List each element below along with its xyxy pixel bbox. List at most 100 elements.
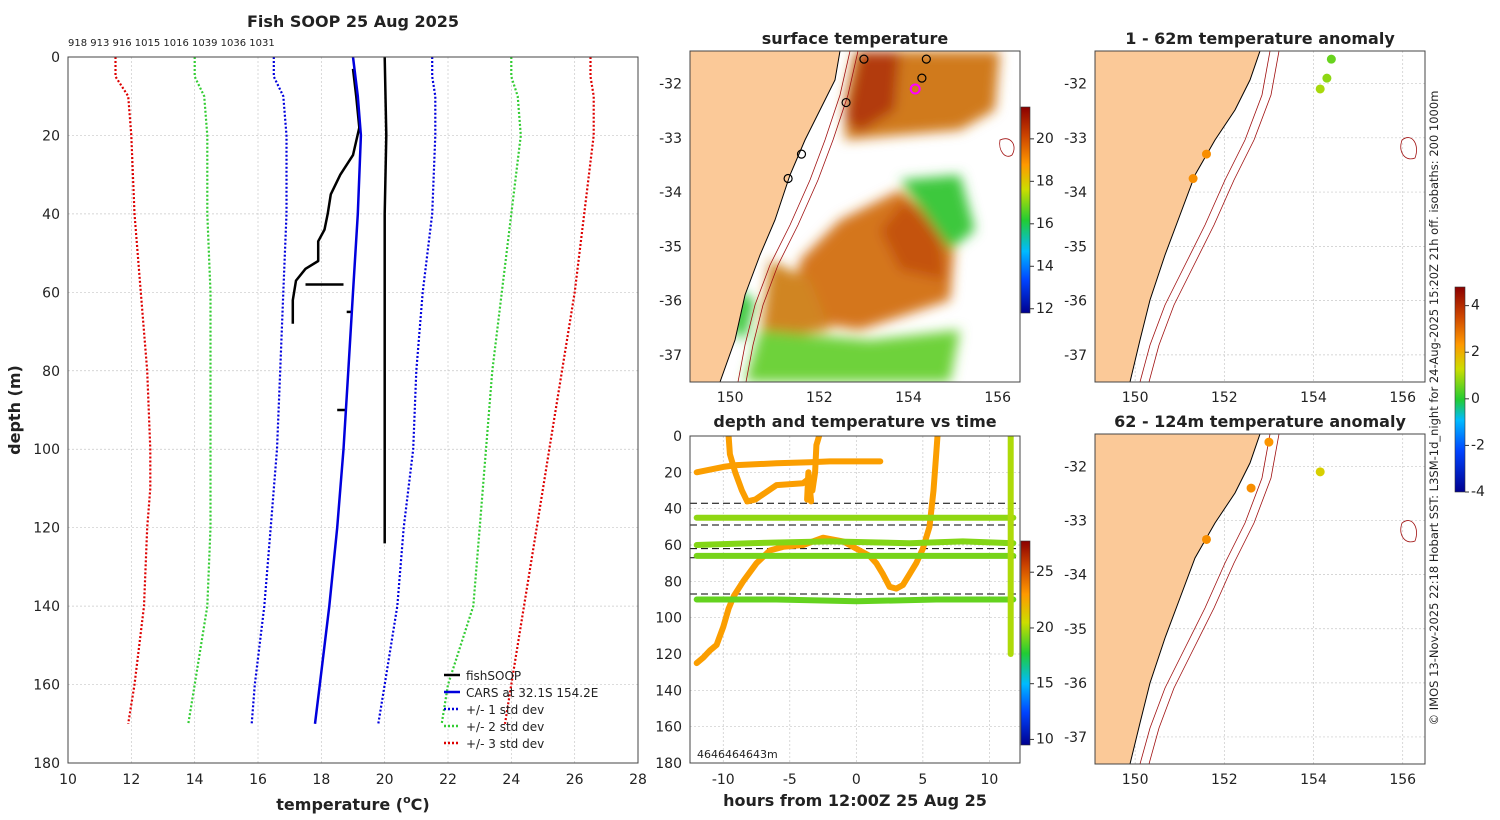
time-xtick: -5 [783, 772, 797, 788]
anom1-point [1315, 84, 1325, 94]
anom1-xtick: 154 [1300, 390, 1327, 406]
profile-xtick: 16 [249, 772, 267, 788]
profile-ytick: 100 [33, 442, 60, 458]
anom1-ytick: -32 [1064, 77, 1087, 93]
profile-ytick: 160 [33, 678, 60, 694]
profile-xticks: 10 12 14 16 18 20 22 24 26 28 [59, 772, 647, 788]
time-xlabel: hours from 12:00Z 25 Aug 25 [723, 791, 987, 810]
sst-blobs [730, 51, 1000, 382]
time-corner-label: 4646464643m [697, 748, 778, 761]
sst-isobath-200 [737, 51, 851, 382]
anomaly-colorbar-label: 2 [1471, 344, 1480, 360]
anomaly2-panel: 62 - 124m temperature anomaly -32-33-34-… [1064, 412, 1426, 788]
time-xtick: -10 [712, 772, 735, 788]
sst-station-marker [783, 173, 793, 184]
anom2-point [1201, 534, 1211, 544]
legend-label-fishsoop: fishSOOP [466, 669, 521, 683]
profile-ylabel: depth (m) [5, 365, 24, 455]
sst-xticks: 150 152 154 156 [717, 390, 1011, 406]
profile-xtick: 24 [502, 772, 520, 788]
profile-line--2-std-dev-8 [187, 57, 212, 724]
anom1-land [1095, 51, 1261, 382]
sst-station-marker [921, 54, 931, 64]
time-ytick: 140 [655, 683, 682, 699]
sst-title: surface temperature [762, 29, 949, 48]
profile-xtick: 18 [312, 772, 330, 788]
time-xtick: 0 [852, 772, 861, 788]
sst-seamount [999, 138, 1015, 157]
time-colorbar-label: 10 [1036, 731, 1054, 747]
profile-ytick: 80 [42, 364, 60, 380]
time-tracks [693, 436, 1017, 667]
anomaly1-panel: 1 - 62m temperature anomaly -32 -33 -34 -35… [1064, 29, 1426, 406]
anomaly-colorbar-label: -4 [1471, 484, 1485, 500]
profile-xtick: 14 [186, 772, 204, 788]
time-colorbar-label: 25 [1036, 564, 1054, 580]
anom2-xtick: 150 [1122, 772, 1149, 788]
profile-ytick: 40 [42, 207, 60, 223]
anom1-xticks: 150 152 154 156 [1122, 390, 1416, 406]
sst-frame [689, 50, 1021, 383]
sst-station-marker [859, 54, 869, 64]
sst-yticks: -32 -33 -34 -35 -36 -37 [659, 77, 682, 364]
anom2-yticks: -32 -33 -34 -35 -36 -37 [1064, 459, 1087, 745]
legend-label-cars: CARS at 32.1S 154.2E [466, 686, 598, 700]
sst-cool-east [900, 175, 975, 250]
anom2-ytick: -36 [1064, 676, 1087, 692]
time-colorbar-ticks: 25 20 15 10 [1030, 564, 1054, 747]
anom1-isobath-200 [1139, 51, 1271, 382]
sst-hot-core [845, 52, 900, 132]
anom2-land [1095, 434, 1261, 764]
sst-colorbar-label: 20 [1036, 131, 1054, 147]
sst-ytick: -37 [659, 348, 682, 364]
anom2-xticks: 150 152 154 156 [1122, 772, 1416, 788]
legend-label-1std: +/- 1 std dev [466, 703, 544, 717]
sst-ship-marker [909, 83, 921, 95]
anom1-yticks: -32 -33 -34 -35 -36 -37 [1064, 77, 1087, 364]
anom1-ytick: -35 [1064, 239, 1087, 255]
anomaly-colorbar-label: -2 [1471, 437, 1485, 453]
profile-ytick: 20 [42, 128, 60, 144]
anom1-ytick: -36 [1064, 294, 1087, 310]
sst-ytick: -36 [659, 294, 682, 310]
anom1-point [1201, 149, 1211, 159]
time-ytick: 180 [655, 756, 682, 772]
time-ytick: 100 [655, 611, 682, 627]
legend-label-3std: +/- 3 std dev [466, 737, 544, 751]
sst-stations [783, 54, 931, 184]
sst-station-marker [796, 149, 807, 159]
profile-xtick: 22 [439, 772, 457, 788]
anom2-ytick: -34 [1064, 568, 1087, 584]
anom2-xtick: 154 [1300, 772, 1327, 788]
anom2-xtick: 156 [1389, 772, 1416, 788]
anomaly-colorbar [1454, 286, 1466, 493]
legend-label-2std: +/- 2 std dev [466, 720, 544, 734]
time-frame [689, 435, 1021, 764]
anom1-xtick: 150 [1122, 390, 1149, 406]
sst-warm-west [760, 260, 830, 340]
anom2-points [1201, 437, 1325, 544]
profile-line--3-std-dev-11 [503, 57, 595, 724]
profile-frame [67, 56, 639, 764]
sst-xtick: 152 [806, 390, 833, 406]
sst-ytick: -35 [659, 239, 682, 255]
sst-ytick: -33 [659, 131, 682, 147]
anom1-title: 1 - 62m temperature anomaly [1125, 29, 1395, 48]
sst-station-marker [917, 73, 927, 83]
anom1-xtick: 152 [1211, 390, 1238, 406]
profile-line-cars-at-32-1s-154-2e-5 [313, 57, 363, 724]
time-ytick: 0 [673, 429, 682, 445]
profile-xtick: 28 [629, 772, 647, 788]
time-xtick: 5 [918, 772, 927, 788]
time-ytick: 40 [664, 502, 682, 518]
time-xticks: -10 -5 0 5 10 [712, 772, 998, 788]
anom1-point [1188, 174, 1198, 184]
anom1-seamount [1400, 137, 1417, 160]
sst-eddy-core [880, 200, 945, 280]
sst-colorbar-ticks: 20 18 16 14 12 [1030, 131, 1054, 317]
time-ytick: 80 [664, 574, 682, 590]
sst-xtick: 154 [895, 390, 922, 406]
time-track [693, 538, 1017, 548]
drop-ids: 918 913 916 1015 1016 1039 1036 1031 [68, 38, 275, 49]
